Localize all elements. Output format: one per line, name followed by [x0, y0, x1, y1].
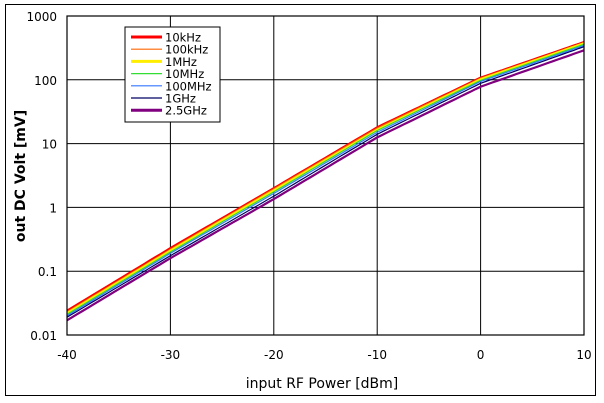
chart-frame [5, 4, 596, 396]
legend-label: 1GHz [165, 92, 196, 106]
x-tick-label: -20 [264, 348, 284, 362]
legend-label: 100MHz [165, 79, 212, 93]
y-axis-title: out DC Volt [mV] [13, 110, 29, 242]
x-tick-label: -30 [161, 348, 181, 362]
series-line-1mhz [66, 42, 585, 315]
data-series [66, 41, 585, 322]
series-line-2-5ghz [66, 49, 585, 322]
legend-label: 100kHz [165, 43, 208, 57]
y-tick-label: 10 [42, 138, 57, 152]
x-axis-ticks: -40 -30 -20 -10 0 10 [57, 348, 591, 362]
y-tick-label: 0.01 [30, 329, 57, 343]
x-tick-label: -40 [57, 348, 77, 362]
x-tick-label: -10 [367, 348, 387, 362]
legend-label: 2.5GHz [165, 104, 207, 118]
y-tick-label: 1 [49, 201, 57, 215]
plot-area [66, 15, 585, 336]
y-tick-label: 1000 [26, 10, 57, 24]
y-axis-ticks: 0.01 0.1 1 10 100 1000 [26, 10, 57, 343]
series-line-1ghz [66, 46, 585, 318]
x-axis-title: input RF Power [dBm] [246, 376, 399, 392]
legend-label: 10kHz [165, 31, 201, 45]
y-tick-label: 0.1 [38, 265, 57, 279]
y-tick-label: 100 [34, 74, 57, 88]
legend-label: 10MHz [165, 67, 204, 81]
legend-label: 1MHz [165, 55, 197, 69]
x-tick-label: 0 [477, 348, 485, 362]
series-line-10mhz [66, 43, 585, 315]
series-line-100mhz [66, 44, 585, 317]
legend-box [124, 26, 221, 123]
x-tick-label: 10 [576, 348, 591, 362]
